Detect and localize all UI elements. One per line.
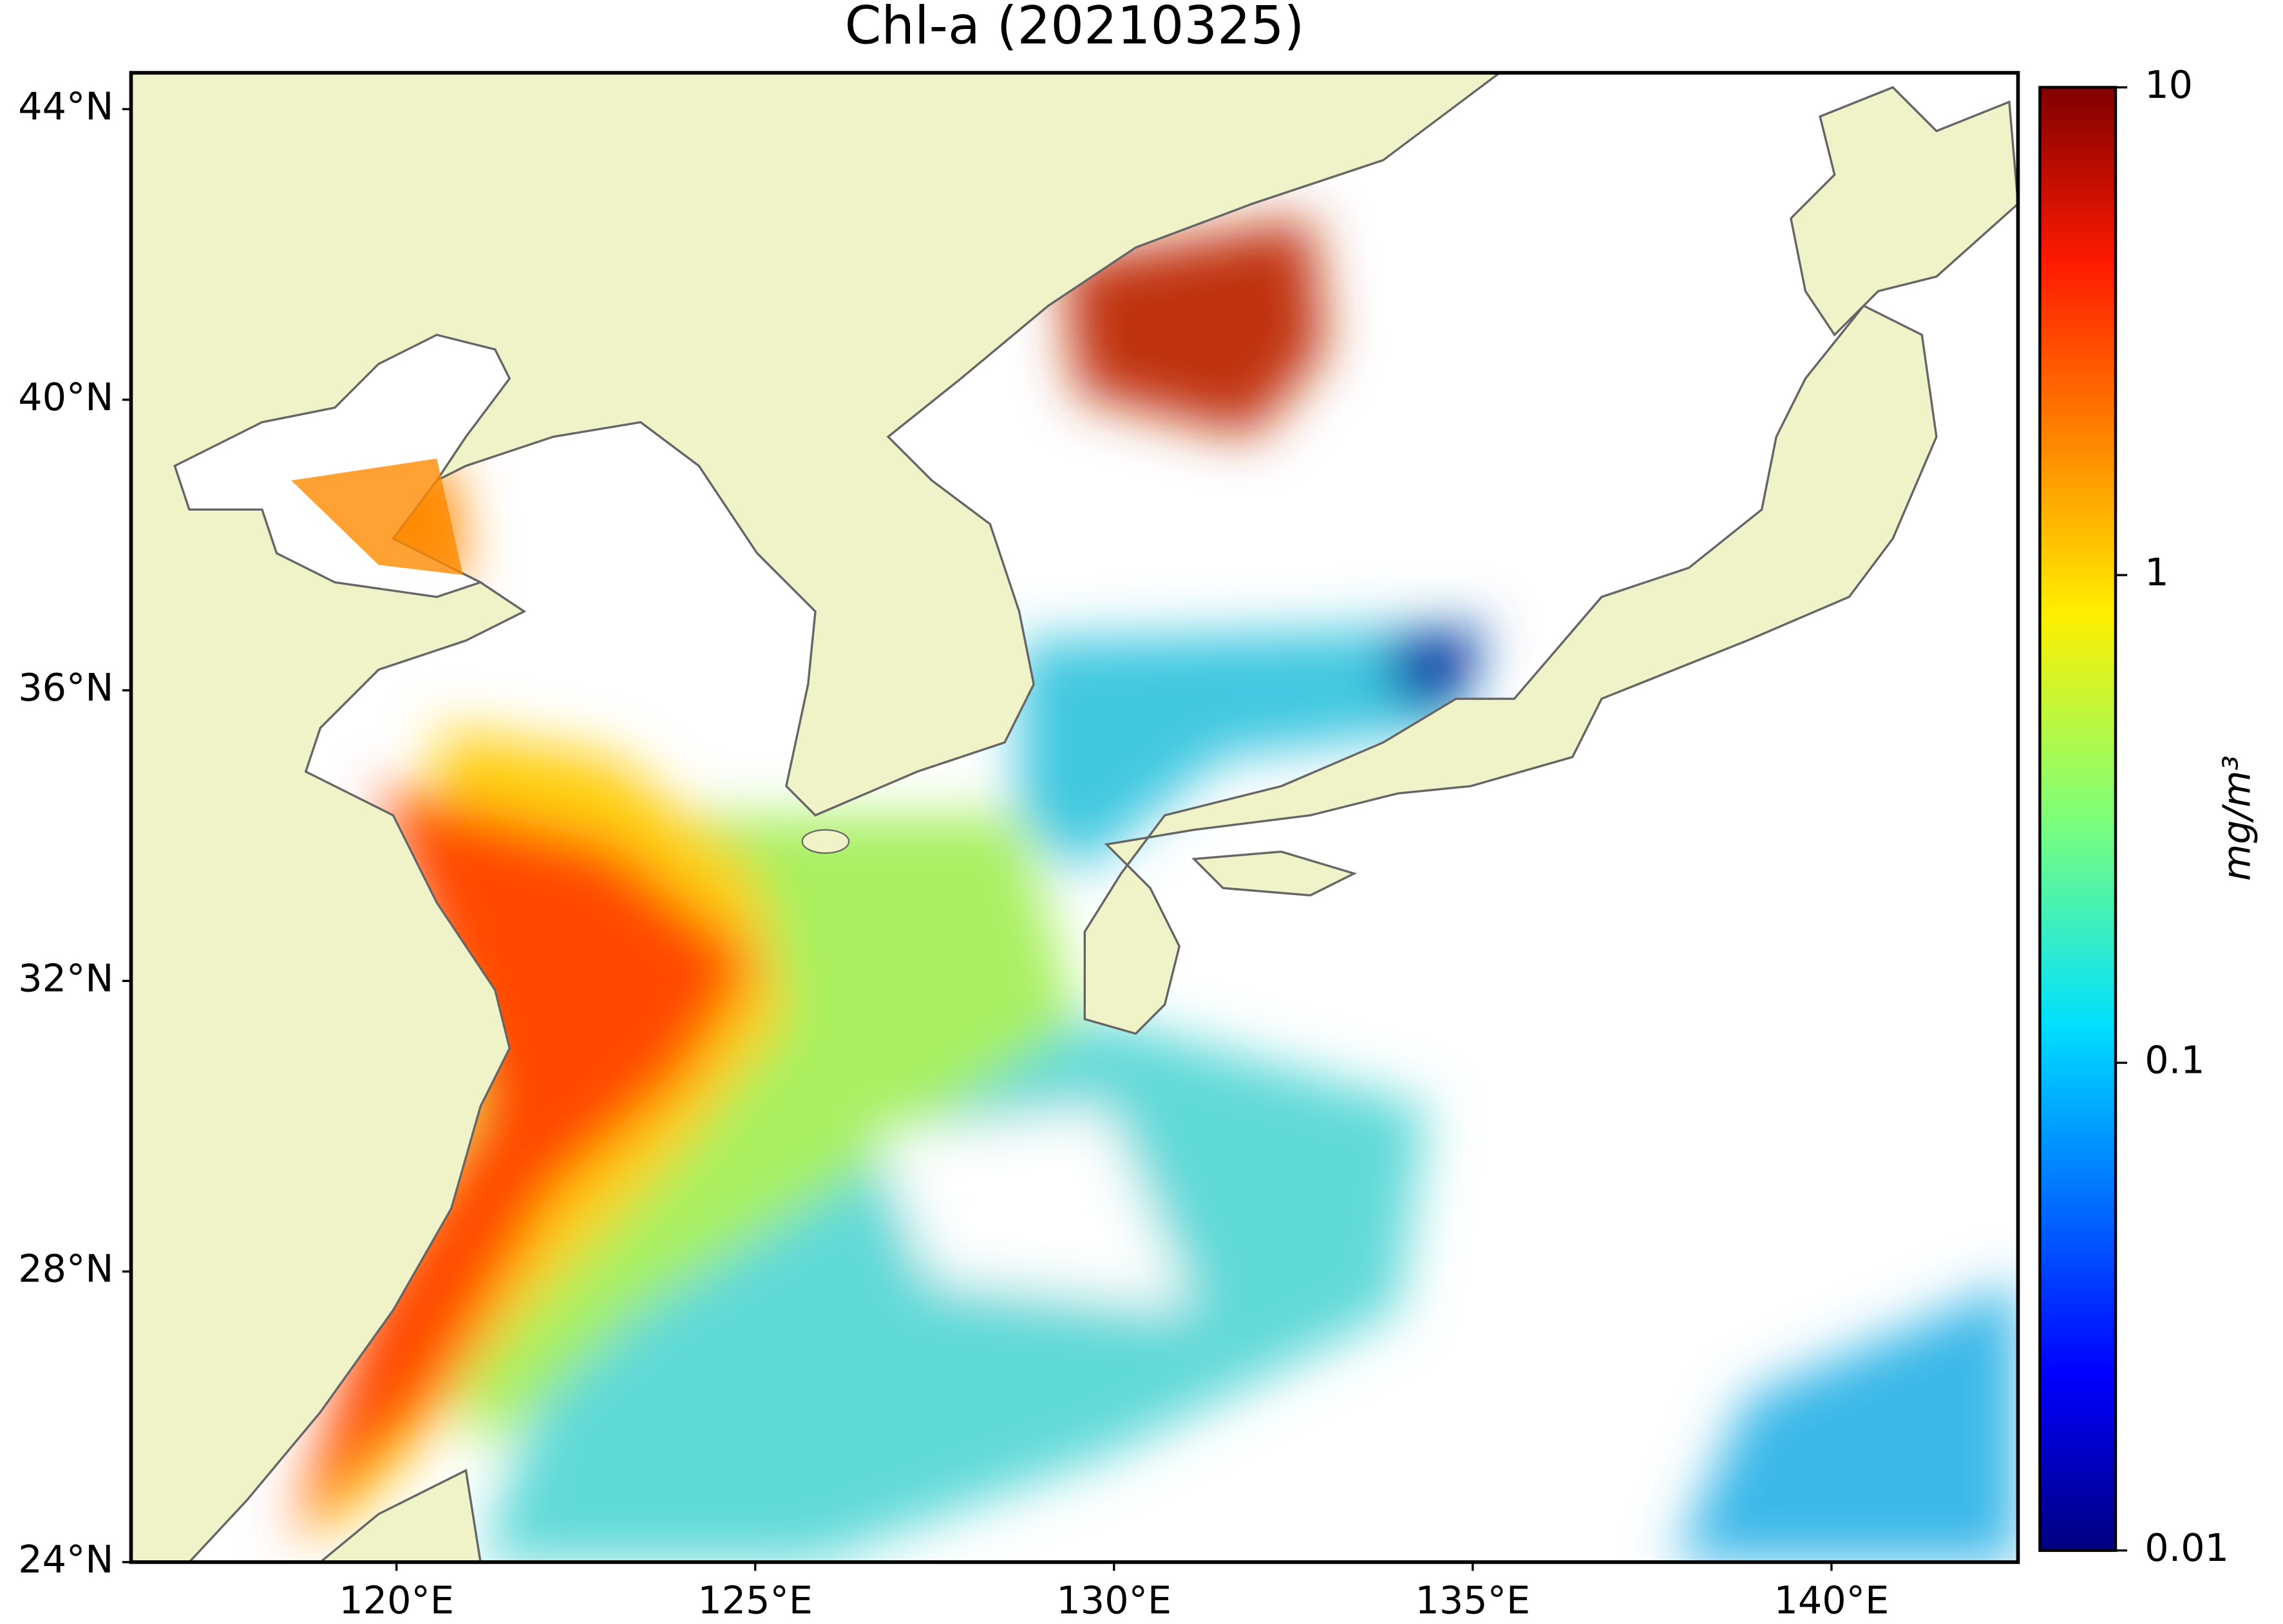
chl-very-high	[291, 786, 757, 1544]
land-mainland	[131, 73, 1502, 1562]
x-tick-label: 130°E	[1056, 1578, 1171, 1622]
y-tick-label: 24°N	[18, 1537, 113, 1582]
colorbar-tick-label: 1	[2145, 550, 2168, 594]
y-tick-label: 36°N	[18, 665, 113, 710]
land-taiwan	[318, 1468, 482, 1562]
land-jeju	[801, 829, 850, 854]
y-tick-label: 44°N	[18, 84, 113, 129]
chl-north	[1063, 218, 1325, 437]
chl-bohai	[291, 458, 463, 576]
colorbar	[2038, 86, 2117, 1553]
y-tick-label: 32°N	[18, 956, 113, 1000]
colorbar-tick-label: 0.1	[2145, 1038, 2204, 1082]
land-hokkaido	[1789, 86, 2018, 337]
chl-low	[480, 1019, 1427, 1562]
chl-low	[1674, 1281, 2018, 1562]
x-tick-label: 140°E	[1774, 1578, 1890, 1622]
colorbar-tick-label: 10	[2145, 62, 2193, 107]
x-tick-label: 125°E	[697, 1578, 813, 1622]
chl-low	[1019, 626, 1486, 874]
colorbar-tick-label: 0.01	[2145, 1525, 2229, 1570]
y-tick-label: 40°N	[18, 375, 113, 419]
land-shikoku	[1191, 850, 1358, 897]
map-frame	[129, 71, 2020, 1564]
map	[131, 73, 2018, 1562]
x-tick-label: 135°E	[1415, 1578, 1530, 1622]
cloud	[873, 1106, 1194, 1310]
chl-very-low	[1383, 626, 1486, 713]
colorbar-label: mg/m³	[2214, 755, 2259, 881]
chart-title: Chl-a (20210325)	[845, 0, 1305, 57]
land-japan	[1083, 304, 1938, 1035]
y-tick-label: 28°N	[18, 1247, 113, 1291]
x-tick-label: 120°E	[339, 1578, 454, 1622]
